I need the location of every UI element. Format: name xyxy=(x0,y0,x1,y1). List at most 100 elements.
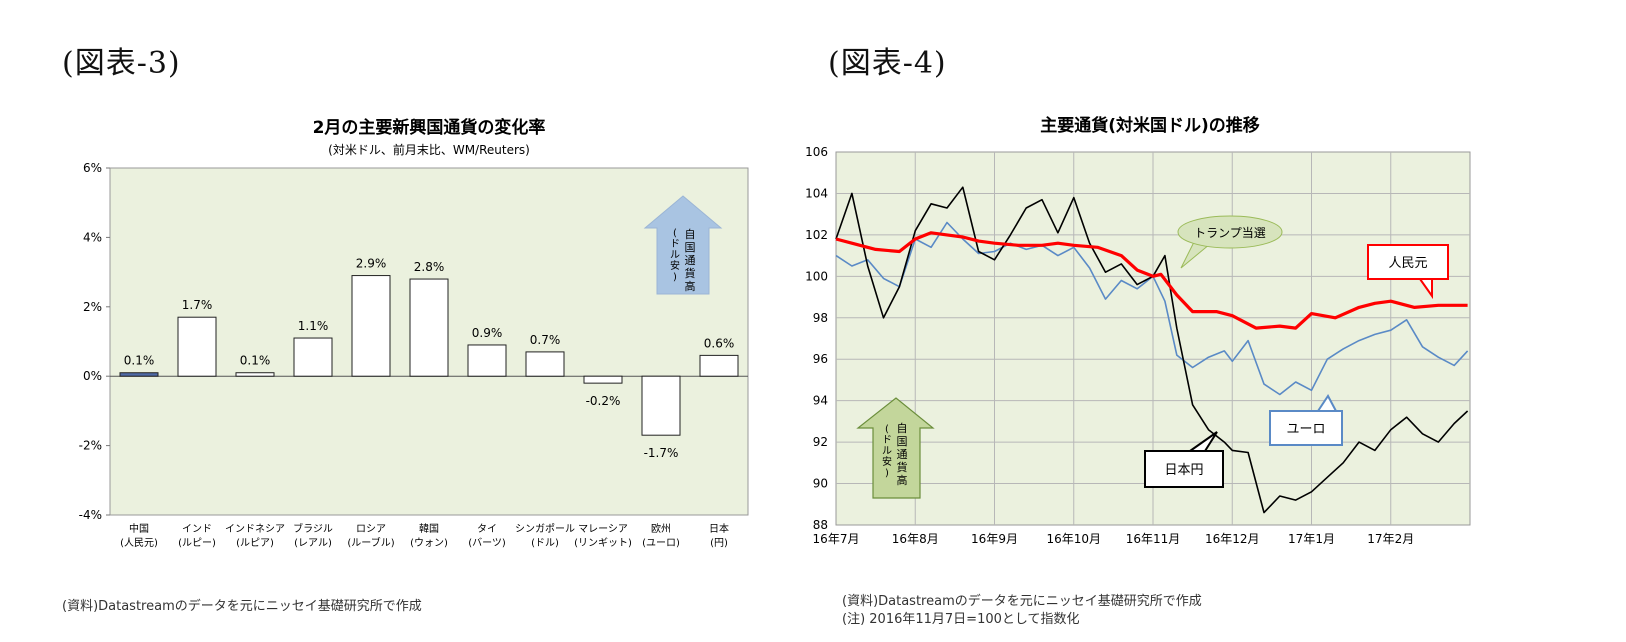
x-tick-label: タイ xyxy=(477,523,497,535)
x-tick-sublabel: (ウォン) xyxy=(410,537,448,549)
arrow-label-char: ( xyxy=(885,424,889,435)
x-tick-label: 16年9月 xyxy=(971,532,1018,546)
y-tick-label: 4% xyxy=(83,230,102,244)
arrow-label-char: 自 xyxy=(685,228,696,241)
series-callout-box xyxy=(1367,244,1449,280)
x-tick-label: ロシア xyxy=(356,524,386,535)
x-tick-label: 16年11月 xyxy=(1126,532,1181,546)
arrow-label-char: 通 xyxy=(897,448,908,461)
y-tick-label: 96 xyxy=(813,352,828,366)
figure-3-label: (図表-3) xyxy=(62,46,181,81)
source-note-left: (資料)Datastreamのデータを元にニッセイ基礎研究所で作成 xyxy=(62,599,422,614)
y-tick-label: 88 xyxy=(813,518,828,532)
bar xyxy=(525,351,565,377)
data-label: 1.7% xyxy=(182,298,213,312)
arrow-label-char: 安 xyxy=(882,455,892,468)
data-label: 2.8% xyxy=(414,260,445,274)
x-tick-label: 17年1月 xyxy=(1288,532,1335,546)
bar xyxy=(235,372,275,377)
arrow-label-char: 安 xyxy=(670,259,680,272)
arrow-label-char: ) xyxy=(885,468,889,479)
arrow-label-char: 国 xyxy=(897,435,908,448)
arrow-label-char: 自 xyxy=(897,422,908,435)
data-label: 1.1% xyxy=(298,319,329,333)
data-label: 0.9% xyxy=(472,326,503,340)
chart-title: 2月の主要新興国通貨の変化率 xyxy=(313,117,546,138)
y-tick-label: 98 xyxy=(813,311,828,325)
y-tick-label: 100 xyxy=(805,269,828,283)
x-tick-sublabel: (ユーロ) xyxy=(642,538,680,549)
figure-4-label: (図表-4) xyxy=(828,46,947,81)
arrow-label-char: ド xyxy=(882,435,892,446)
y-tick-label: -2% xyxy=(79,439,102,453)
x-tick-label: 16年12月 xyxy=(1205,532,1260,546)
y-tick-label: 102 xyxy=(805,228,828,242)
series-line xyxy=(835,186,1469,514)
data-label: 0.1% xyxy=(124,354,155,368)
series-line xyxy=(835,221,1469,396)
source-note-right: (資料)Datastreamのデータを元にニッセイ基礎研究所で作成 xyxy=(842,594,1202,609)
series-callout-box xyxy=(1269,410,1343,446)
arrow-label-char: 高 xyxy=(685,279,696,293)
data-label: 0.6% xyxy=(704,336,735,350)
bar xyxy=(583,375,623,384)
arrow-label-char: 貨 xyxy=(685,266,696,280)
arrow-label-char: ) xyxy=(673,272,677,283)
x-tick-label: インドネシア xyxy=(225,523,285,535)
y-tick-label: 94 xyxy=(813,394,828,408)
bar xyxy=(699,354,739,377)
y-tick-label: 104 xyxy=(805,186,828,200)
data-label: 0.7% xyxy=(530,333,561,347)
bar xyxy=(119,372,159,377)
x-tick-sublabel: (ルピー) xyxy=(178,537,216,549)
x-tick-label: シンガポール xyxy=(515,523,575,535)
x-tick-sublabel: (ルーブル) xyxy=(347,536,394,549)
x-tick-label: 中国 xyxy=(129,522,149,535)
bar xyxy=(641,375,681,436)
x-tick-label: 日本 xyxy=(709,522,729,535)
x-tick-sublabel: (バーツ) xyxy=(468,537,506,549)
x-tick-label: 16年10月 xyxy=(1046,532,1101,546)
arrow-label-char: ル xyxy=(882,446,892,457)
y-tick-label: -4% xyxy=(79,508,102,522)
data-label: -1.7% xyxy=(644,446,679,460)
x-tick-label: インド xyxy=(182,524,212,535)
trump-callout-bubble xyxy=(1177,215,1283,249)
data-label: -0.2% xyxy=(586,394,621,408)
series-label: ユーロ xyxy=(1286,422,1325,437)
x-tick-label: 17年2月 xyxy=(1367,532,1414,546)
x-tick-label: ブラジル xyxy=(293,522,333,535)
bar xyxy=(293,337,333,377)
y-tick-label: 106 xyxy=(805,145,828,159)
trump-callout-label: トランプ当選 xyxy=(1194,226,1266,240)
x-tick-label: 16年8月 xyxy=(892,532,939,546)
y-tick-label: 0% xyxy=(83,369,102,383)
arrow-label-char: ( xyxy=(673,228,677,239)
x-tick-sublabel: (ドル) xyxy=(531,538,559,549)
x-tick-label: 欧州 xyxy=(651,523,671,535)
bar xyxy=(409,278,449,377)
arrow-label-char: ド xyxy=(670,239,680,250)
arrow-label-char: 貨 xyxy=(897,460,908,474)
x-tick-sublabel: (ルピア) xyxy=(236,537,274,549)
x-tick-label: 16年7月 xyxy=(813,532,860,546)
data-label: 2.9% xyxy=(356,257,387,271)
series-callout-box xyxy=(1144,450,1224,488)
series-label: 人民元 xyxy=(1388,256,1427,271)
chart-subtitle: (対米ドル、前月末比、WM/Reuters) xyxy=(328,142,530,157)
y-tick-label: 92 xyxy=(813,435,828,449)
arrow-label-char: 高 xyxy=(897,473,908,487)
bar xyxy=(177,316,217,377)
index-note-right: (注) 2016年11月7日=100として指数化 xyxy=(842,612,1080,627)
series-label: 日本円 xyxy=(1164,463,1203,478)
arrow-label-char: 通 xyxy=(685,254,696,267)
currency-appreciation-arrow xyxy=(856,397,935,499)
y-tick-label: 6% xyxy=(83,161,102,175)
bar xyxy=(351,275,391,377)
x-tick-sublabel: (レアル) xyxy=(294,538,332,549)
chart-title: 主要通貨(対米国ドル)の推移 xyxy=(1040,115,1260,136)
x-tick-sublabel: (円) xyxy=(710,538,728,549)
x-tick-label: 韓国 xyxy=(419,523,439,535)
